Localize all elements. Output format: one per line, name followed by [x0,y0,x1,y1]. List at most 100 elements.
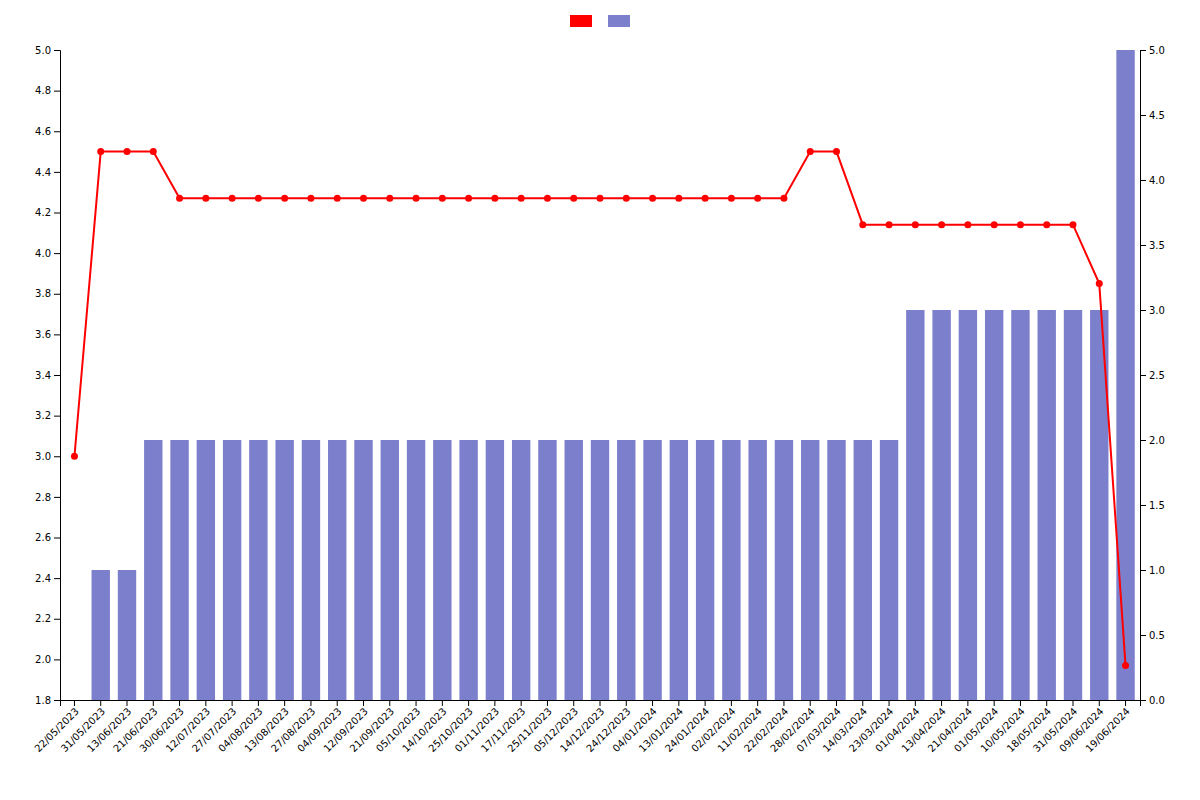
tick-label: 0.5 [1149,630,1165,641]
tick-mark [54,375,60,376]
tick-label: 1.8 [35,695,51,706]
tick: 2.0 [1140,435,1165,446]
point [859,221,866,228]
tick-mark [54,294,60,295]
bar [985,310,1003,700]
bar [591,440,609,700]
tick-mark [363,700,364,706]
tick: 1.5 [1140,500,1165,511]
tick-mark [1140,245,1146,246]
tick-mark [836,700,837,706]
line [74,152,1125,666]
bar [696,440,714,700]
bar [223,440,241,700]
point [334,195,341,202]
tick-label: 3.2 [35,410,51,421]
axis-line [54,51,61,701]
point [570,195,577,202]
tick-mark [994,700,995,706]
point [886,221,893,228]
bar [906,310,924,700]
bar [118,570,136,700]
point [938,221,945,228]
tick-label: 3.8 [35,288,51,299]
bar [748,440,766,700]
bar [407,440,425,700]
tick-label: 3.4 [35,370,51,381]
tick-mark [284,700,285,706]
point [255,195,262,202]
point [623,195,630,202]
tick-mark [1072,700,1073,706]
tick-label: 3.5 [1149,240,1165,251]
tick-mark [468,700,469,706]
point [702,195,709,202]
tick-mark [757,700,758,706]
point [150,148,157,155]
tick: 3.4 [35,370,60,381]
tick: 2.2 [35,613,60,624]
tick-label: 2.6 [35,532,51,543]
point [124,148,131,155]
tick-mark [153,700,154,706]
tick: 19/06/2024 [1083,700,1132,754]
point [465,195,472,202]
tick-mark [258,700,259,706]
bar [880,440,898,700]
tick-mark [1020,700,1021,706]
point [780,195,787,202]
tick-mark [54,456,60,457]
tick-mark [127,700,128,706]
y-axis: 1.82.02.22.42.62.83.03.23.43.63.84.04.24… [35,45,60,706]
tick: 3.0 [35,451,60,462]
tick-label: 4.6 [35,126,51,137]
tick-mark [1125,700,1126,706]
tick-mark [1140,375,1146,376]
tick-mark [1140,50,1146,51]
point [360,195,367,202]
tick-label: 4.8 [35,85,51,96]
tick-mark [1099,700,1100,706]
tick-label: 3.0 [1149,305,1165,316]
tick: 4.8 [35,85,60,96]
tick: 2.4 [35,573,60,584]
bar [381,440,399,700]
bar [486,440,504,700]
tick: 5.0 [35,45,60,56]
tick-mark [54,91,60,92]
point [202,195,209,202]
point [439,195,446,202]
tick: 4.4 [35,167,60,178]
point [649,195,656,202]
bar [643,440,661,700]
bar [932,310,950,700]
point [97,148,104,155]
tick-label: 5.0 [35,45,51,56]
tick: 3.5 [1140,240,1165,251]
tick: 1.8 [35,695,60,706]
tick: 3.0 [1140,305,1165,316]
tick-mark [783,700,784,706]
tick-mark [54,619,60,620]
tick: 4.5 [1140,110,1165,121]
bar [459,440,477,700]
tick-label: 19/06/2024 [1083,706,1132,755]
tick-mark [54,578,60,579]
tick-mark [521,700,522,706]
tick-mark [54,172,60,173]
bar-series [92,50,1135,700]
tick-label: 2.8 [35,492,51,503]
bar [92,570,110,700]
bar [328,440,346,700]
axis-line [1141,51,1147,701]
tick-mark [1140,635,1146,636]
tick-mark [678,700,679,706]
bar [854,440,872,700]
y2-axis: 0.00.51.01.52.02.53.03.54.04.55.0 [1140,45,1165,706]
tick-label: 1.5 [1149,500,1165,511]
tick-mark [54,416,60,417]
tick-mark [889,700,890,706]
bar [565,440,583,700]
tick-mark [54,497,60,498]
tick: 4.0 [1140,175,1165,186]
